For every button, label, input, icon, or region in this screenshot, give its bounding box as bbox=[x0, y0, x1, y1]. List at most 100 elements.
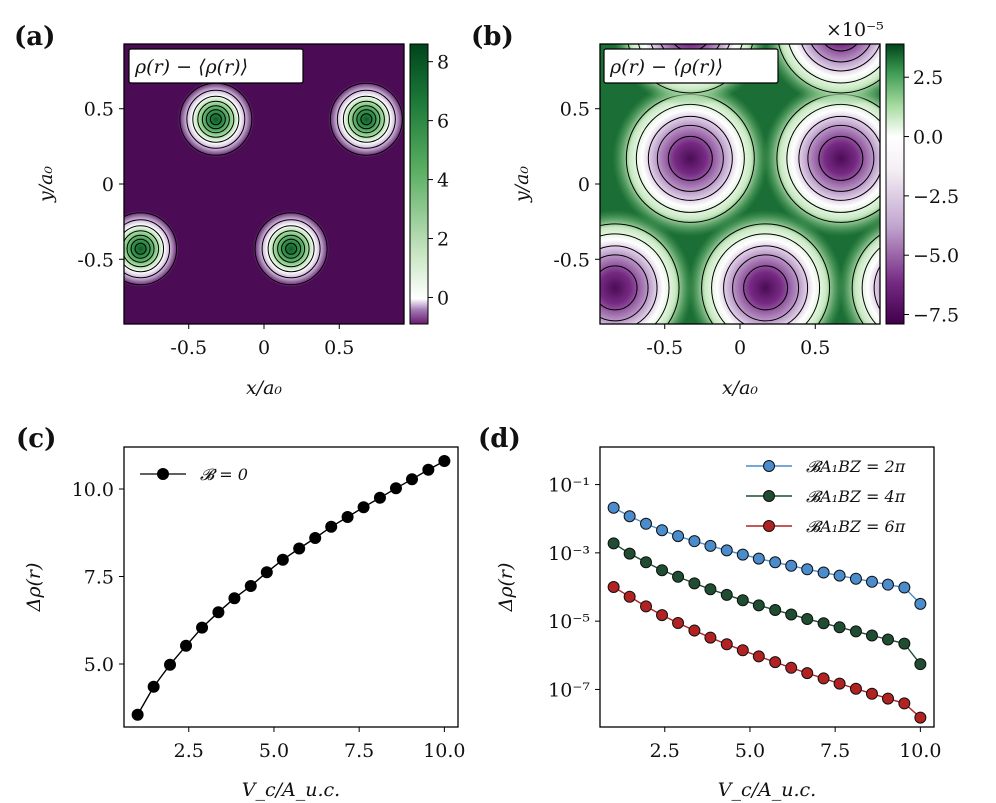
data-point bbox=[865, 629, 878, 642]
data-point bbox=[607, 581, 620, 593]
contour-line bbox=[209, 113, 222, 126]
data-point bbox=[736, 548, 749, 561]
data-point bbox=[244, 579, 257, 592]
colorbar-tick-label: 2 bbox=[437, 229, 449, 251]
line-chart-c: 2.5 5.0 7.5 10.0 10.0 7.5 5.0 𝓑 = 0 V_c/A_u.c.… bbox=[23, 446, 466, 801]
data-point bbox=[914, 711, 927, 724]
data-point bbox=[180, 639, 193, 652]
contour-line bbox=[267, 225, 315, 273]
contour-line bbox=[201, 105, 230, 134]
density-peak bbox=[124, 210, 179, 287]
contour-line bbox=[711, 233, 821, 324]
data-point bbox=[833, 569, 846, 582]
y-tick-label: 0.5 bbox=[84, 99, 114, 121]
y-tick-label: 10⁻⁵ bbox=[548, 611, 590, 633]
data-point bbox=[672, 570, 685, 583]
heatmap-a-xlabel: x/a₀ bbox=[246, 377, 282, 399]
contour-line bbox=[285, 242, 298, 255]
density-peak bbox=[328, 81, 404, 158]
data-point bbox=[720, 588, 733, 601]
contour-line bbox=[192, 95, 240, 143]
data-point bbox=[212, 606, 225, 619]
heatmap-b-title-box: ρ(r) − ⟨ρ(r)⟩ bbox=[603, 48, 779, 84]
density-peak bbox=[177, 81, 254, 158]
data-point bbox=[801, 612, 814, 625]
data-point bbox=[607, 501, 620, 514]
contour-line bbox=[277, 234, 306, 263]
data-point bbox=[752, 599, 765, 612]
contour-line bbox=[342, 95, 390, 143]
data-point bbox=[898, 697, 911, 710]
contour-line bbox=[124, 219, 171, 279]
data-point bbox=[309, 532, 322, 544]
data-point bbox=[769, 656, 782, 669]
density-minimum-fill bbox=[687, 209, 844, 324]
colorbar-tick-label: 4 bbox=[437, 170, 449, 192]
x-tick-label: 5.0 bbox=[735, 740, 765, 762]
panel-label-d: (d) bbox=[478, 424, 521, 454]
contour-line bbox=[205, 109, 226, 130]
colorbar-tick-label: 6 bbox=[437, 111, 449, 133]
contour-line bbox=[861, 247, 880, 324]
density-minimum-fill bbox=[762, 80, 880, 237]
density-minimum-fill bbox=[612, 80, 769, 237]
density-minimum bbox=[762, 80, 880, 237]
x-tick-label: 2.5 bbox=[650, 740, 680, 762]
data-point bbox=[833, 621, 846, 634]
data-point bbox=[752, 650, 765, 663]
contour-line bbox=[261, 219, 321, 279]
contour-line bbox=[600, 254, 649, 322]
legend-label: 𝓑A₁BZ = 2π bbox=[806, 457, 906, 476]
heatmap-b-ylabel: y/a₀ bbox=[511, 166, 533, 203]
data-point bbox=[640, 556, 653, 569]
contour-line bbox=[600, 265, 638, 311]
data-point bbox=[623, 510, 636, 523]
data-point bbox=[720, 544, 733, 557]
contour-line bbox=[647, 115, 733, 201]
line-chart-d-ticks: 2.5 5.0 7.5 10.0 10⁻¹ 10⁻³ 10⁻⁵ 10⁻⁷ bbox=[548, 475, 941, 762]
line-chart-d-xlabel: V_c/A_u.c. bbox=[718, 779, 816, 801]
data-point bbox=[276, 553, 289, 566]
data-point bbox=[704, 631, 717, 644]
data-point bbox=[736, 644, 749, 657]
density-minimum bbox=[687, 209, 844, 324]
x-tick-label: 5.0 bbox=[259, 740, 289, 762]
contour-line bbox=[352, 105, 381, 134]
line-chart-d-plot bbox=[607, 501, 927, 724]
contour-line bbox=[627, 44, 754, 94]
data-point bbox=[688, 577, 701, 590]
contour-line bbox=[788, 44, 880, 84]
data-point bbox=[656, 564, 669, 577]
y-tick-label: 10⁻¹ bbox=[548, 475, 590, 497]
contour-line bbox=[723, 245, 809, 324]
data-point bbox=[801, 667, 814, 680]
contour-line bbox=[347, 100, 385, 138]
x-tick-label: -0.5 bbox=[646, 337, 683, 359]
data-point bbox=[656, 524, 669, 537]
data-point bbox=[422, 463, 435, 476]
contour-line bbox=[126, 234, 155, 263]
data-point bbox=[373, 491, 386, 504]
contour-line bbox=[254, 212, 328, 286]
data-point bbox=[785, 608, 798, 621]
heatmap-a-ylabel: y/a₀ bbox=[35, 166, 57, 203]
data-point bbox=[438, 455, 451, 467]
data-point bbox=[293, 542, 306, 555]
contour-line bbox=[360, 113, 373, 126]
data-point bbox=[833, 677, 846, 690]
data-point bbox=[849, 625, 862, 638]
density-peak-fill bbox=[177, 81, 254, 158]
panel-label-a: (a) bbox=[14, 22, 55, 52]
density-minimum bbox=[764, 44, 880, 107]
contour-line bbox=[873, 265, 880, 311]
contour-line bbox=[130, 238, 151, 259]
x-tick-label: 10.0 bbox=[423, 740, 465, 762]
x-tick-label: 0 bbox=[734, 337, 746, 359]
line-chart-c-ylabel: Δρ(r) bbox=[23, 563, 45, 613]
contour-line bbox=[356, 109, 377, 130]
contour-line bbox=[743, 265, 789, 311]
line-chart-d-legend: 𝓑A₁BZ = 2π 𝓑A₁BZ = 4π 𝓑A₁BZ = 6π bbox=[746, 457, 906, 536]
colorbar-a bbox=[409, 43, 429, 325]
colorbar-a-ticks: 8 6 4 2 0 bbox=[428, 52, 449, 309]
